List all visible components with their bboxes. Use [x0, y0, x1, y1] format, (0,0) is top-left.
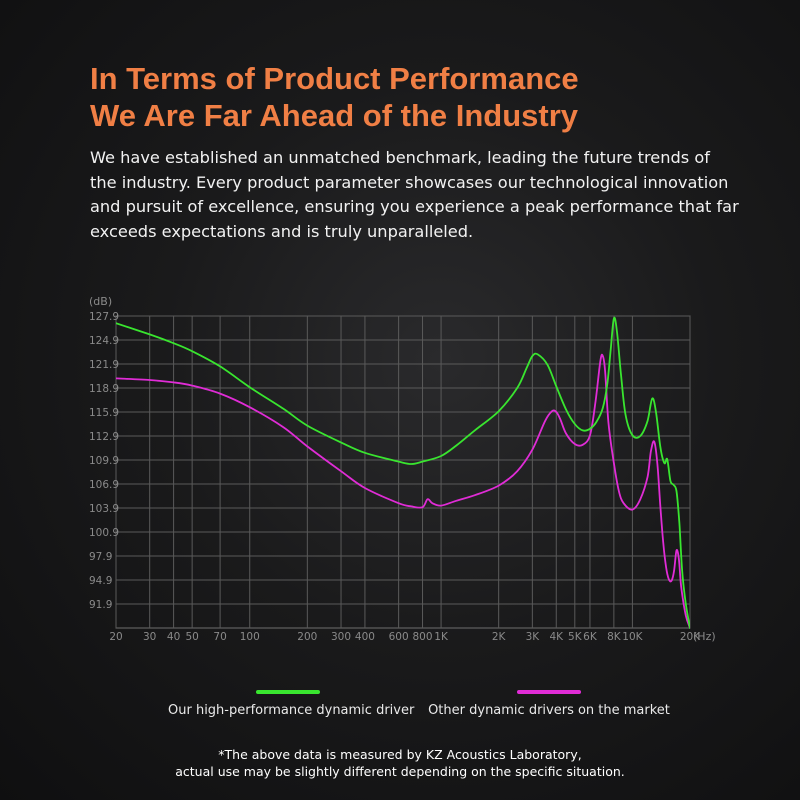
x-tick-label: 50 [185, 631, 198, 643]
y-tick-label: 100.9 [89, 527, 119, 539]
x-tick-label: 400 [355, 631, 375, 643]
x-tick-label: 6K [583, 631, 598, 643]
x-tick-label: 100 [240, 631, 260, 643]
x-tick-label: 20 [109, 631, 122, 643]
x-tick-label: 300 [331, 631, 351, 643]
legend-swatch-green [256, 690, 320, 694]
y-tick-label: 127.9 [89, 311, 119, 323]
x-tick-label: 40 [167, 631, 180, 643]
y-tick-label: 106.9 [89, 479, 119, 491]
x-tick-label: 30 [143, 631, 156, 643]
y-axis-label: (dB) [89, 295, 112, 308]
x-tick-label: 70 [213, 631, 226, 643]
x-tick-label: 200 [297, 631, 317, 643]
y-tick-label: 97.9 [89, 551, 112, 563]
y-tick-label: 124.9 [89, 335, 119, 347]
x-tick-label: 8K [607, 631, 622, 643]
x-tick-label: 800 [413, 631, 433, 643]
chart-series [116, 316, 690, 629]
legend-label-our-driver: Our high-performance dynamic driver [168, 703, 415, 718]
intro-paragraph: We have established an unmatched benchma… [90, 148, 739, 241]
x-axis-label: (Hz) [693, 630, 716, 643]
series-line-our-driver [116, 316, 690, 629]
x-tick-label: 1K [434, 631, 449, 643]
x-tick-label: 10K [622, 631, 643, 643]
legend-label-other-drivers: Other dynamic drivers on the market [428, 703, 670, 718]
x-tick-label: 600 [389, 631, 409, 643]
x-tick-label: 3K [526, 631, 541, 643]
y-tick-label: 112.9 [89, 431, 119, 443]
legend-item-other-drivers: Other dynamic drivers on the market [424, 690, 674, 718]
headline-line-2: We Are Far Ahead of the Industry [90, 98, 579, 133]
x-axis-ticks: 20 30 40 50 70 100 200 300 400 600 800 1K 2K 3K 4K 5K 6K… [109, 631, 701, 643]
legend-item-our-driver: Our high-performance dynamic driver [168, 690, 415, 718]
legend-swatch-magenta [517, 690, 581, 694]
chart-legend: Our high-performance dynamic driver Othe… [0, 690, 800, 730]
footnote: *The above data is measured by KZ Acoust… [0, 746, 800, 780]
y-axis-ticks: 127.9 124.9 121.9 118.9 115.9 112.9 109.9 106.9… [89, 311, 119, 611]
x-tick-label: 20K [680, 631, 701, 643]
chart-grid [115, 315, 691, 629]
x-tick-label: 5K [568, 631, 583, 643]
y-tick-label: 121.9 [89, 359, 119, 371]
y-tick-label: 94.9 [89, 575, 112, 587]
x-tick-label: 4K [549, 631, 564, 643]
y-tick-label: 109.9 [89, 455, 119, 467]
footnote-line-1: *The above data is measured by KZ Acoust… [218, 747, 582, 762]
x-tick-label: 2K [492, 631, 507, 643]
headline: In Terms of Product Performance We Are F… [90, 60, 730, 134]
y-tick-label: 115.9 [89, 407, 119, 419]
y-tick-label: 118.9 [89, 383, 119, 395]
series-line-other-drivers [116, 353, 690, 629]
footnote-line-2: actual use may be slightly different dep… [175, 764, 625, 779]
y-tick-label: 103.9 [89, 503, 119, 515]
headline-line-1: In Terms of Product Performance [90, 61, 579, 96]
y-tick-label: 91.9 [89, 599, 112, 611]
